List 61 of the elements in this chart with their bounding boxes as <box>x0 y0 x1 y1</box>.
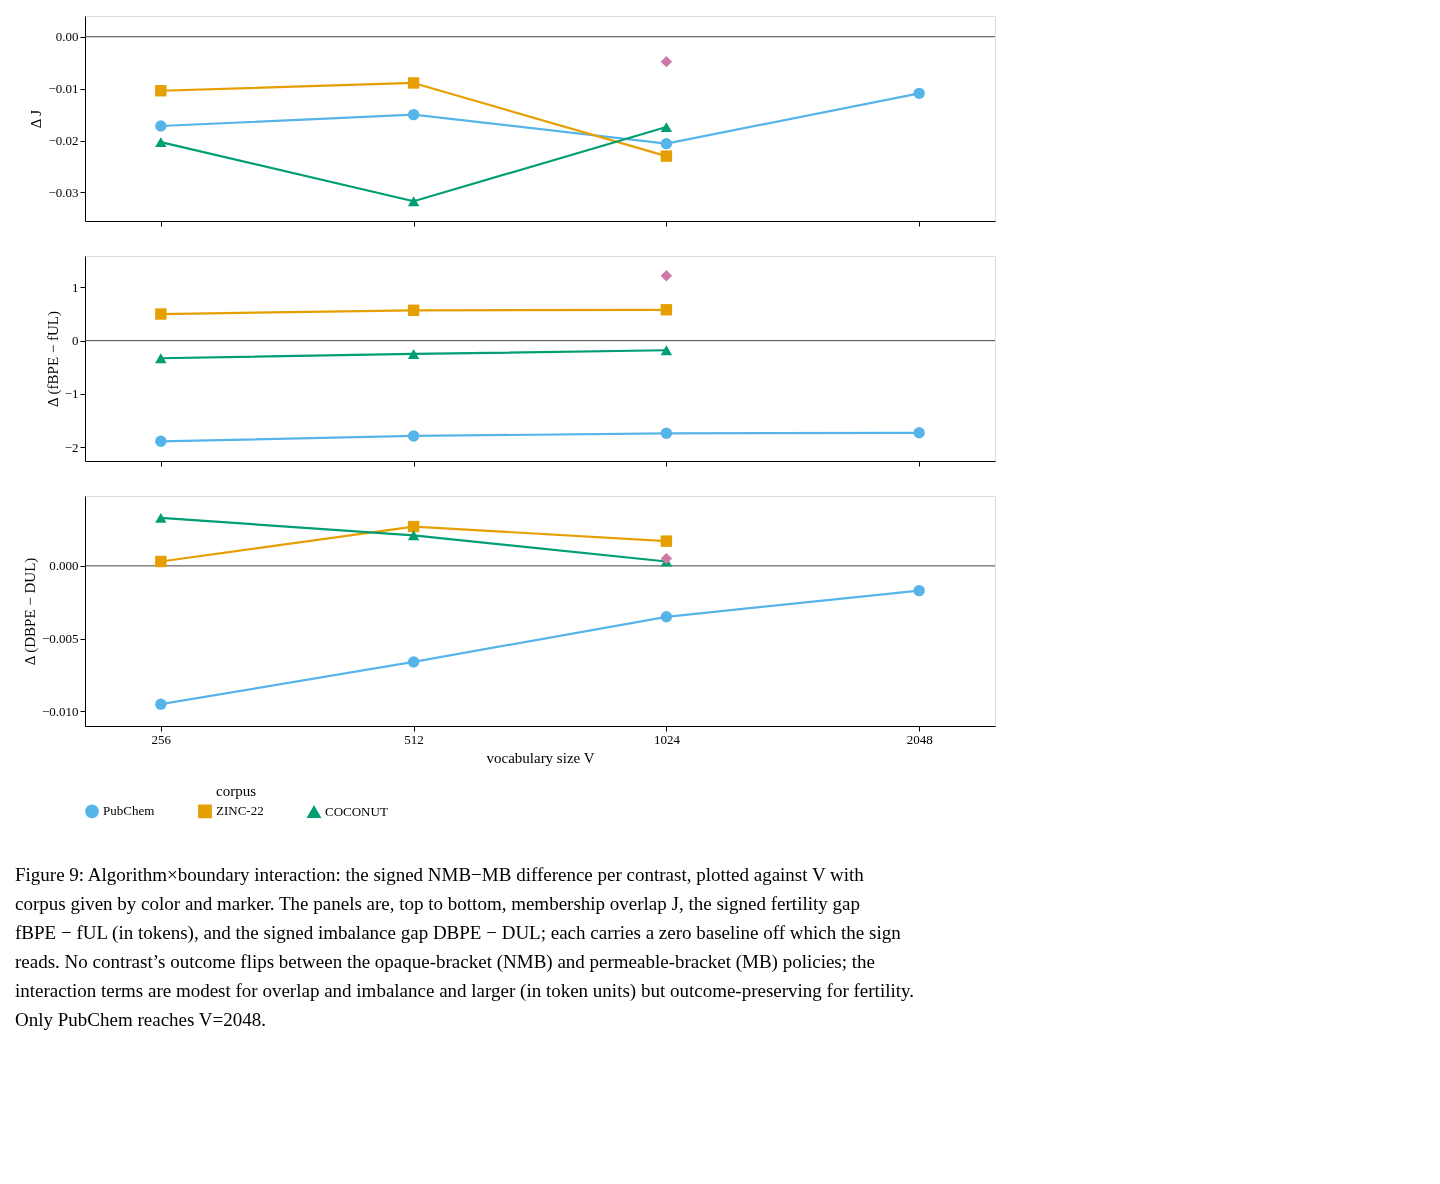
point <box>407 656 420 668</box>
legend-label: PubChem <box>103 803 155 819</box>
text: corpus given by color and marker. The panels are, top to bottom, membership overlap J, the signed fertility gap <box>15 892 860 914</box>
point <box>407 430 420 442</box>
text: reads. No contrast’s outcome flips between the opaque-bracket (NMB) and permeable-bracket (MB) policies; the <box>15 950 875 973</box>
y-tick-label: −0.01 <box>48 81 79 97</box>
y-tick-label: 0 <box>72 333 79 349</box>
point <box>913 427 925 439</box>
x-tick-label: 2048 <box>906 731 933 747</box>
point <box>407 530 420 541</box>
point <box>660 137 673 150</box>
point <box>660 427 673 439</box>
y-tick-label: 0.000 <box>49 558 79 574</box>
point <box>155 85 167 97</box>
caption: Figure 9: Algorithm×boundary interaction: the signed NMB−MB difference per contrast, plotted against V with <box>15 863 865 885</box>
point <box>155 137 167 148</box>
y-tick-label: −0.03 <box>48 184 79 200</box>
point <box>660 150 673 162</box>
legend-label: ZINC-22 <box>216 803 264 819</box>
y-tick-label: −0.02 <box>48 133 79 149</box>
point <box>155 698 167 710</box>
y-axis-title: Δ (DBPE − DUL) <box>21 557 39 666</box>
point <box>407 77 420 89</box>
y-tick-label: −0.010 <box>41 703 79 719</box>
point <box>660 535 673 547</box>
point <box>660 55 673 68</box>
point <box>155 512 167 523</box>
point <box>913 87 925 100</box>
point <box>407 196 420 207</box>
point <box>407 349 420 359</box>
text: interaction terms are modest for overlap and imbalance and larger (in token units) but outcome-preserving for fertility. <box>15 979 915 1002</box>
x-axis-title: vocabulary size V <box>486 749 595 766</box>
y-axis-title: Δ J <box>28 109 45 129</box>
point <box>660 270 673 282</box>
y-axis-title: Δ (fBPE − fUL) <box>44 310 62 408</box>
point <box>155 308 167 320</box>
x-tick-label: 1024 <box>653 731 681 747</box>
y-tick-label: 0.00 <box>55 29 79 45</box>
point <box>660 345 673 356</box>
legend-label: COCONUT <box>325 803 388 819</box>
point <box>155 555 167 568</box>
legend-title: corpus <box>216 783 257 799</box>
text: fBPE − fUL (in tokens), and the signed imbalance gap DBPE − DUL; each carries a zero baseline off which the sign <box>15 921 902 944</box>
y-tick-label: 1 <box>72 279 79 295</box>
point <box>155 353 167 364</box>
y-tick-label: −0.005 <box>41 631 79 647</box>
x-tick-label: 512 <box>404 731 424 747</box>
point <box>155 120 167 132</box>
point <box>407 108 420 121</box>
point <box>660 122 673 132</box>
point <box>660 552 673 565</box>
point <box>913 584 925 597</box>
x-tick-label: 256 <box>151 731 172 747</box>
point <box>660 611 673 623</box>
y-tick-label: −2 <box>64 439 79 455</box>
text: Only PubChem reaches V=2048. <box>15 1008 266 1030</box>
point <box>407 304 420 317</box>
point <box>407 520 420 533</box>
point <box>155 435 167 447</box>
point <box>660 304 673 316</box>
y-tick-label: −1 <box>64 386 79 402</box>
